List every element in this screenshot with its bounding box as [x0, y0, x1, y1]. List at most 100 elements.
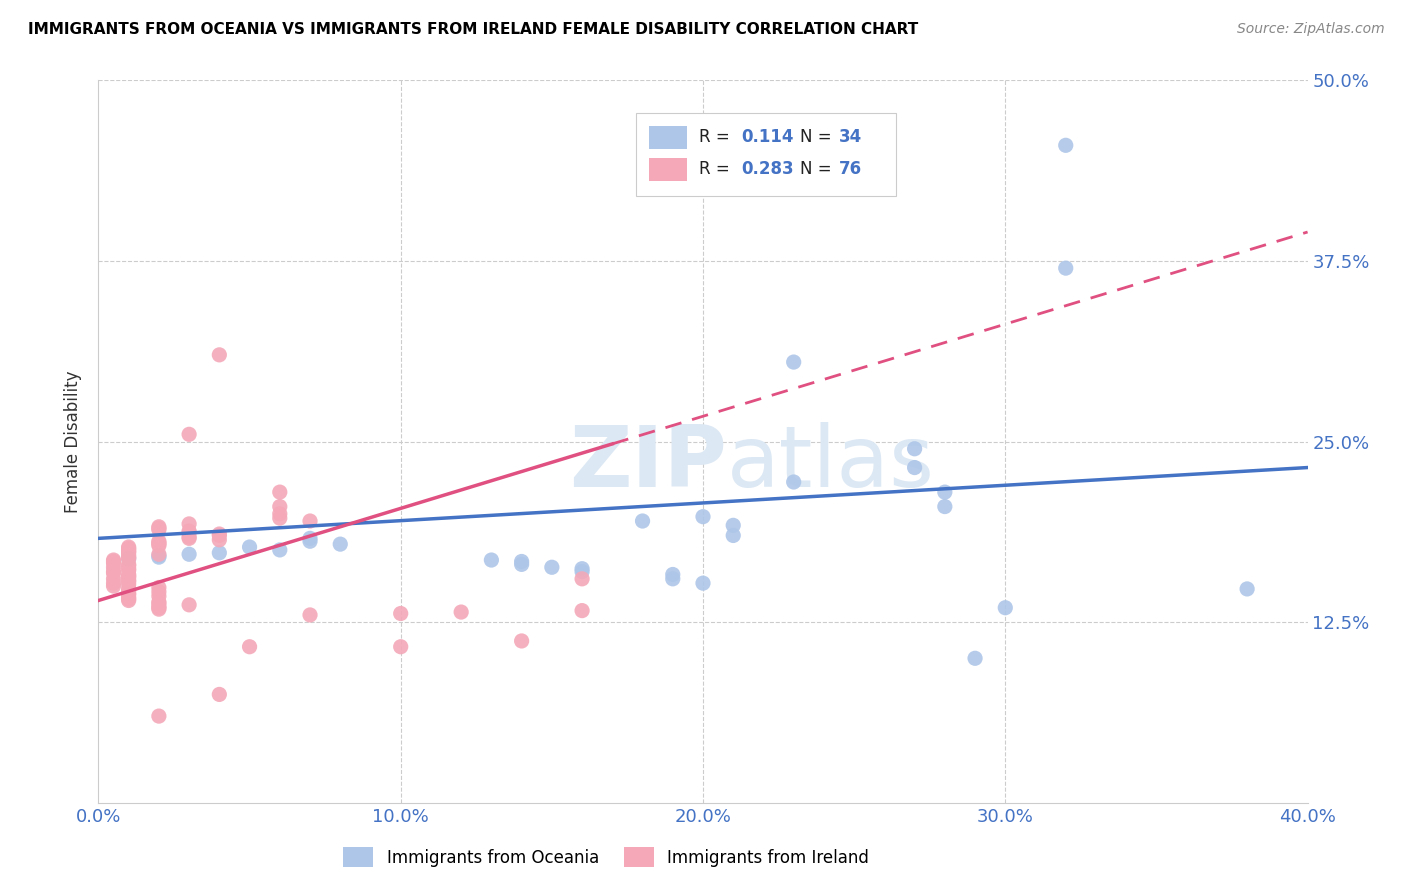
Text: 0.283: 0.283 — [742, 161, 794, 178]
Point — [118, 549, 141, 563]
Point — [269, 507, 291, 521]
Point — [118, 593, 141, 607]
Point — [269, 542, 291, 557]
Point — [148, 595, 170, 609]
Point — [208, 528, 231, 542]
FancyBboxPatch shape — [637, 112, 897, 196]
Point — [118, 550, 141, 565]
Point — [239, 640, 262, 654]
Point — [571, 604, 593, 618]
Point — [269, 500, 291, 514]
Point — [299, 532, 322, 546]
Point — [1054, 261, 1077, 276]
Point — [148, 547, 170, 561]
Point — [510, 558, 533, 572]
Point — [299, 534, 322, 549]
Text: R =: R = — [699, 161, 735, 178]
Text: R =: R = — [699, 128, 735, 145]
Point — [148, 584, 170, 599]
Point — [389, 640, 412, 654]
Point — [118, 588, 141, 602]
Point — [783, 355, 806, 369]
Point — [208, 527, 231, 541]
Point — [783, 475, 806, 489]
Text: ZIP: ZIP — [569, 422, 727, 505]
Legend: Immigrants from Oceania, Immigrants from Ireland: Immigrants from Oceania, Immigrants from… — [343, 847, 869, 867]
Point — [148, 535, 170, 549]
Point — [661, 572, 683, 586]
Point — [103, 553, 125, 567]
Point — [299, 607, 322, 622]
Point — [148, 589, 170, 603]
Point — [118, 563, 141, 577]
Point — [994, 600, 1017, 615]
Point — [103, 556, 125, 570]
Point — [148, 521, 170, 535]
Point — [103, 560, 125, 574]
Point — [103, 566, 125, 580]
Point — [118, 540, 141, 554]
Point — [179, 427, 201, 442]
Point — [148, 709, 170, 723]
Point — [1054, 138, 1077, 153]
Point — [148, 534, 170, 549]
Point — [118, 569, 141, 583]
Bar — [648, 126, 688, 149]
Point — [118, 592, 141, 607]
Point — [450, 605, 472, 619]
Point — [179, 532, 201, 546]
Point — [118, 591, 141, 605]
Point — [540, 560, 562, 574]
Point — [179, 524, 201, 538]
Point — [269, 485, 291, 500]
Point — [148, 550, 170, 565]
Point — [692, 576, 714, 591]
Point — [103, 554, 125, 568]
Point — [148, 523, 170, 537]
Y-axis label: Female Disability: Female Disability — [65, 370, 83, 513]
Point — [148, 599, 170, 614]
Point — [934, 485, 956, 500]
Point — [571, 562, 593, 576]
Text: 76: 76 — [838, 161, 862, 178]
Point — [148, 602, 170, 616]
Point — [148, 537, 170, 551]
Point — [118, 558, 141, 573]
Point — [481, 553, 503, 567]
Point — [179, 598, 201, 612]
Point — [118, 562, 141, 576]
Point — [118, 586, 141, 600]
Point — [148, 596, 170, 610]
Point — [631, 514, 654, 528]
Point — [692, 509, 714, 524]
Point — [510, 634, 533, 648]
Point — [269, 511, 291, 525]
Point — [103, 565, 125, 579]
Point — [118, 542, 141, 557]
Point — [148, 600, 170, 615]
Text: atlas: atlas — [727, 422, 935, 505]
Point — [118, 544, 141, 558]
Point — [118, 574, 141, 589]
Point — [148, 520, 170, 534]
Text: IMMIGRANTS FROM OCEANIA VS IMMIGRANTS FROM IRELAND FEMALE DISABILITY CORRELATION: IMMIGRANTS FROM OCEANIA VS IMMIGRANTS FR… — [28, 22, 918, 37]
Point — [723, 518, 745, 533]
Point — [571, 565, 593, 579]
Point — [118, 546, 141, 560]
Point — [239, 540, 262, 554]
Text: 34: 34 — [838, 128, 862, 145]
Point — [179, 516, 201, 531]
Point — [148, 549, 170, 563]
Point — [118, 583, 141, 598]
Text: N =: N = — [800, 128, 837, 145]
Point — [103, 576, 125, 591]
Point — [118, 541, 141, 556]
Point — [208, 687, 231, 701]
Point — [571, 572, 593, 586]
Point — [118, 551, 141, 566]
Point — [179, 525, 201, 540]
Point — [118, 574, 141, 588]
Point — [208, 533, 231, 547]
Bar — [648, 158, 688, 181]
Point — [329, 537, 352, 551]
